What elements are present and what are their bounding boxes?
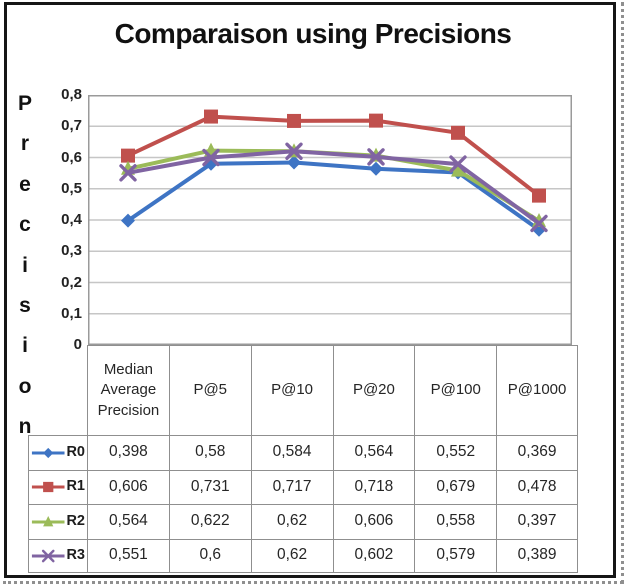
table-cell-R2-col3: 0,62 [250, 504, 333, 539]
table-cell-R3-col2: 0,6 [168, 538, 251, 573]
gridlines [88, 125, 572, 315]
R3-marker-P@10 [285, 142, 303, 160]
table-header-p@1000: P@1000 [496, 345, 578, 435]
y-tick-0,2: 0,2 [61, 273, 82, 291]
y-tick-0,3: 0,3 [61, 242, 82, 260]
legend-square-marker-icon [31, 482, 65, 493]
R0-marker-Median Average Precision [121, 213, 135, 228]
y-tick-0,6: 0,6 [61, 148, 82, 166]
table-header-p@100: P@100 [414, 345, 497, 435]
table-cell-R3-col4: 0,602 [332, 538, 415, 573]
R3-marker-Median Average Precision [119, 164, 137, 182]
R3-marker-P@100 [449, 155, 467, 173]
table-header-median-average-precision: Median Average Precision [87, 345, 169, 435]
table-cell-R2-col4: 0,606 [332, 504, 415, 539]
table-cell-R2-col5: 0,558 [414, 504, 497, 539]
table-cell-R2-col6: 0,397 [496, 504, 578, 539]
table-cell-R3-col1: 0,551 [87, 538, 169, 573]
R0-marker-P@20 [369, 161, 383, 176]
table-cell-R1-col1: 0,606 [87, 469, 169, 504]
table-cell-R1-col3: 0,717 [250, 469, 333, 504]
R1-marker-P@100 [451, 125, 465, 140]
line-chart-plot [88, 95, 572, 345]
table-cell-R1-col5: 0,679 [414, 469, 497, 504]
R2-marker-P@100 [451, 162, 465, 177]
legend-item-R0: R0 [28, 435, 87, 470]
R3-marker-P@5 [202, 148, 220, 167]
scan-edge-bottom [3, 581, 623, 584]
table-cell-R0-col5: 0,552 [414, 435, 497, 470]
series-line-R3 [127, 149, 541, 226]
y-axis-letter-2: e [19, 172, 31, 196]
legend-label-R2: R2 [66, 512, 85, 529]
y-axis-letter-0: P [17, 92, 32, 115]
legend-triangle-marker-icon [31, 515, 65, 527]
R2-marker-P@1000 [532, 212, 546, 227]
legend-label-R3: R3 [66, 546, 85, 563]
table-header-p@5: P@5 [168, 345, 251, 435]
y-axis-letter-3: c [19, 213, 31, 237]
chart-title: Comparaison using Precisions [114, 18, 512, 49]
legend-item-R1: R1 [28, 469, 87, 504]
series-R0 [121, 155, 546, 237]
series-line-R1 [127, 114, 541, 198]
table-cell-R0-col6: 0,369 [496, 435, 578, 470]
data-table: Median Average Precision P@5 P@10 P@20 P@100… [28, 345, 578, 573]
table-cell-R1-col2: 0,731 [168, 469, 251, 504]
legend-item-R3: R3 [28, 538, 87, 573]
plot-border [88, 95, 572, 345]
table-header-p@20: P@20 [332, 345, 415, 435]
legend-label-R1: R1 [66, 478, 85, 495]
y-axis-letter-1: r [20, 132, 30, 156]
table-corner-empty [28, 345, 87, 435]
y-axis-letter-4: i [22, 253, 28, 277]
R1-marker-P@10 [287, 113, 301, 128]
R0-marker-P@10 [287, 155, 301, 170]
R1-marker-P@20 [369, 113, 383, 128]
legend-label-R0: R0 [66, 443, 85, 460]
legend-diamond-marker-icon [31, 447, 65, 458]
scan-edge-right [621, 2, 624, 584]
y-tick-0,5: 0,5 [61, 179, 82, 197]
table-cell-R0-col3: 0,584 [250, 435, 333, 470]
y-axis-letter-7: o [18, 374, 32, 398]
R1-marker-Median Average Precision [121, 148, 135, 163]
table-cell-R3-col6: 0,389 [496, 538, 578, 573]
legend-x-marker-icon [31, 549, 65, 563]
y-axis-letter-8: n [18, 415, 32, 438]
table-cell-R3-col3: 0,62 [250, 538, 333, 573]
R3-marker-P@1000 [530, 214, 548, 233]
table-cell-R2-col2: 0,622 [168, 504, 251, 539]
table-cell-R1-col4: 0,718 [332, 469, 415, 504]
table-cell-R1-col6: 0,478 [496, 469, 578, 504]
y-tick-0,7: 0,7 [61, 117, 82, 135]
y-tick-0,1: 0,1 [61, 304, 82, 322]
y-tick-0,4: 0,4 [61, 211, 82, 228]
series-R1 [121, 109, 546, 203]
series-R3 [119, 142, 548, 233]
y-tick-0,8: 0,8 [61, 86, 82, 103]
y-axis-letter-5: s [19, 293, 31, 317]
table-cell-R0-col1: 0,398 [87, 435, 169, 470]
legend-item-R2: R2 [28, 504, 87, 539]
y-axis-letter-6: i [22, 334, 28, 358]
table-cell-R3-col5: 0,579 [414, 538, 497, 573]
y-tick-0: 0 [73, 336, 82, 353]
table-cell-R0-col2: 0,58 [168, 435, 251, 470]
table-cell-R0-col4: 0,564 [332, 435, 415, 470]
R1-marker-P@1000 [532, 188, 546, 203]
R1-marker-P@5 [204, 109, 218, 124]
series-line-R0 [126, 160, 541, 232]
table-header-p@10: P@10 [250, 345, 333, 435]
table-cell-R2-col1: 0,564 [87, 504, 169, 539]
R3-marker-P@20 [367, 148, 385, 166]
